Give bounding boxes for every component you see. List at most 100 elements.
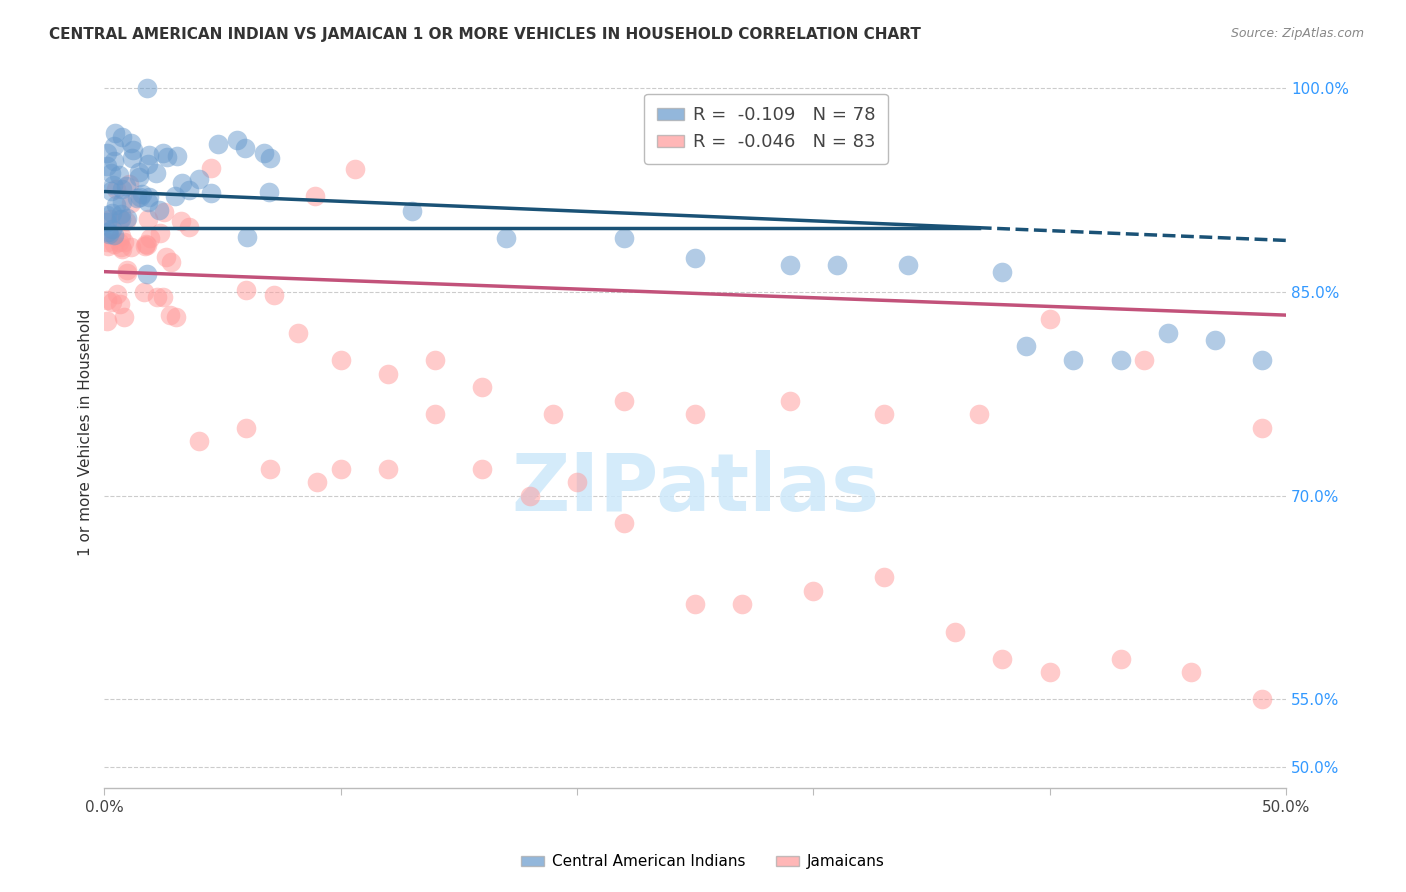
Point (160, 254, 183, 268)
Point (329, 353, 352, 368)
Point (170, 213, 193, 227)
Point (104, 197, 127, 211)
Point (100, 184, 122, 198)
Point (943, 624, 966, 639)
Point (138, 148, 160, 162)
Point (425, 353, 447, 368)
Point (873, 407, 896, 421)
Point (425, 407, 447, 421)
Point (121, 151, 143, 165)
Point (136, 194, 159, 209)
Point (132, 285, 155, 299)
Point (149, 227, 172, 241)
Point (200, 161, 222, 175)
Point (104, 182, 127, 196)
Point (565, 475, 588, 490)
Point (519, 489, 541, 503)
Point (683, 598, 706, 612)
Point (377, 367, 399, 381)
Point (613, 516, 636, 530)
Point (105, 286, 128, 301)
Point (259, 461, 281, 475)
Point (967, 407, 990, 421)
Point (779, 258, 801, 272)
Point (152, 146, 174, 161)
Point (991, 265, 1014, 279)
Point (122, 144, 145, 158)
Point (103, 227, 125, 242)
Point (259, 185, 281, 199)
Point (165, 310, 187, 324)
Point (1062, 353, 1084, 368)
Point (235, 230, 257, 244)
Point (96, 215, 118, 229)
Point (1133, 353, 1156, 368)
Point (1039, 665, 1062, 680)
Point (731, 598, 754, 612)
Point (120, 240, 142, 254)
Point (235, 421, 257, 435)
Point (118, 178, 141, 192)
Point (125, 191, 148, 205)
Point (207, 136, 229, 151)
Point (128, 190, 150, 204)
Point (146, 290, 169, 304)
Point (329, 461, 352, 475)
Point (115, 262, 138, 277)
Point (96, 235, 118, 249)
Point (1298, 475, 1320, 490)
Point (259, 151, 281, 165)
Point (166, 149, 188, 163)
Point (1298, 713, 1320, 727)
Point (187, 434, 209, 449)
Point (117, 266, 139, 280)
Point (1322, 312, 1344, 326)
Point (1157, 326, 1180, 340)
Point (101, 206, 124, 220)
Point (110, 182, 132, 196)
Point (152, 205, 174, 219)
Point (96, 146, 118, 161)
Point (307, 475, 329, 490)
Point (1180, 665, 1202, 680)
Point (131, 186, 153, 201)
Point (471, 380, 494, 394)
Point (110, 211, 132, 226)
Point (112, 235, 135, 249)
Point (226, 133, 249, 147)
Point (233, 141, 256, 155)
Point (155, 251, 177, 265)
Point (145, 166, 167, 180)
Point (1369, 461, 1392, 475)
Point (163, 189, 186, 203)
Point (543, 407, 565, 421)
Point (613, 230, 636, 244)
Point (683, 407, 706, 421)
Point (779, 393, 801, 408)
Point (114, 214, 136, 228)
Point (177, 183, 200, 197)
Point (110, 297, 132, 311)
Point (188, 171, 211, 186)
Point (108, 235, 131, 249)
Point (96, 293, 118, 308)
Point (1251, 692, 1274, 706)
Point (152, 290, 174, 304)
Point (96, 239, 118, 253)
Point (471, 461, 494, 475)
Point (156, 150, 179, 164)
Point (100, 166, 122, 180)
Point (897, 258, 920, 272)
Point (97, 225, 120, 239)
Text: CENTRAL AMERICAN INDIAN VS JAMAICAN 1 OR MORE VEHICLES IN HOUSEHOLD CORRELATION : CENTRAL AMERICAN INDIAN VS JAMAICAN 1 OR… (49, 27, 921, 42)
Point (159, 308, 181, 322)
Point (377, 461, 399, 475)
Point (107, 168, 129, 182)
Point (138, 231, 160, 245)
Point (1204, 333, 1226, 347)
Point (120, 136, 142, 151)
Point (1251, 353, 1274, 368)
Point (135, 81, 157, 95)
Point (98, 212, 121, 227)
Point (873, 570, 896, 584)
